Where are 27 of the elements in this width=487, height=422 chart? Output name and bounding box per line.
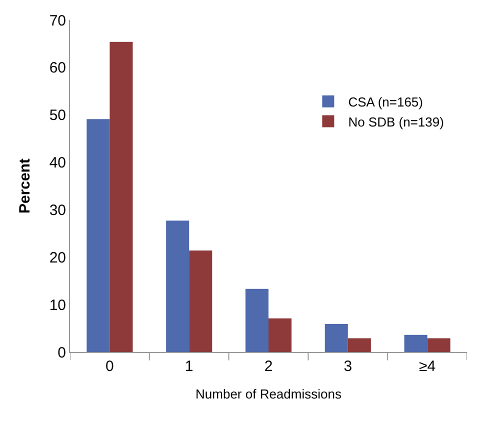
bar xyxy=(110,42,133,352)
y-tick-label: 30 xyxy=(49,202,66,219)
bar xyxy=(245,288,268,352)
bar xyxy=(268,318,292,352)
y-tick-label: 10 xyxy=(49,296,66,314)
bar xyxy=(324,324,348,352)
y-tick-label: 40 xyxy=(49,154,66,172)
y-tick-label: 50 xyxy=(49,107,66,124)
bar xyxy=(348,338,371,352)
y-tick-label: 60 xyxy=(49,60,66,77)
x-tick-label: 0 xyxy=(106,358,114,375)
legend-label: No SDB (n=139) xyxy=(348,114,444,130)
bar xyxy=(166,220,190,352)
y-tick-label: 70 xyxy=(49,12,66,30)
x-tick-label: 3 xyxy=(344,358,352,375)
bar xyxy=(427,338,450,352)
x-axis-title: Number of Readmissions xyxy=(196,386,342,402)
legend-label: CSA (n=165) xyxy=(348,94,423,110)
y-tick-label: 0 xyxy=(58,344,66,362)
bar xyxy=(404,334,428,352)
y-axis-title: Percent xyxy=(16,158,34,214)
x-tick-label: ≥4 xyxy=(419,358,436,375)
y-tick-label: 20 xyxy=(49,249,66,266)
bar xyxy=(189,250,212,352)
x-tick-label: 2 xyxy=(264,358,273,375)
x-tick-label: 1 xyxy=(184,358,194,375)
bar xyxy=(86,119,110,352)
